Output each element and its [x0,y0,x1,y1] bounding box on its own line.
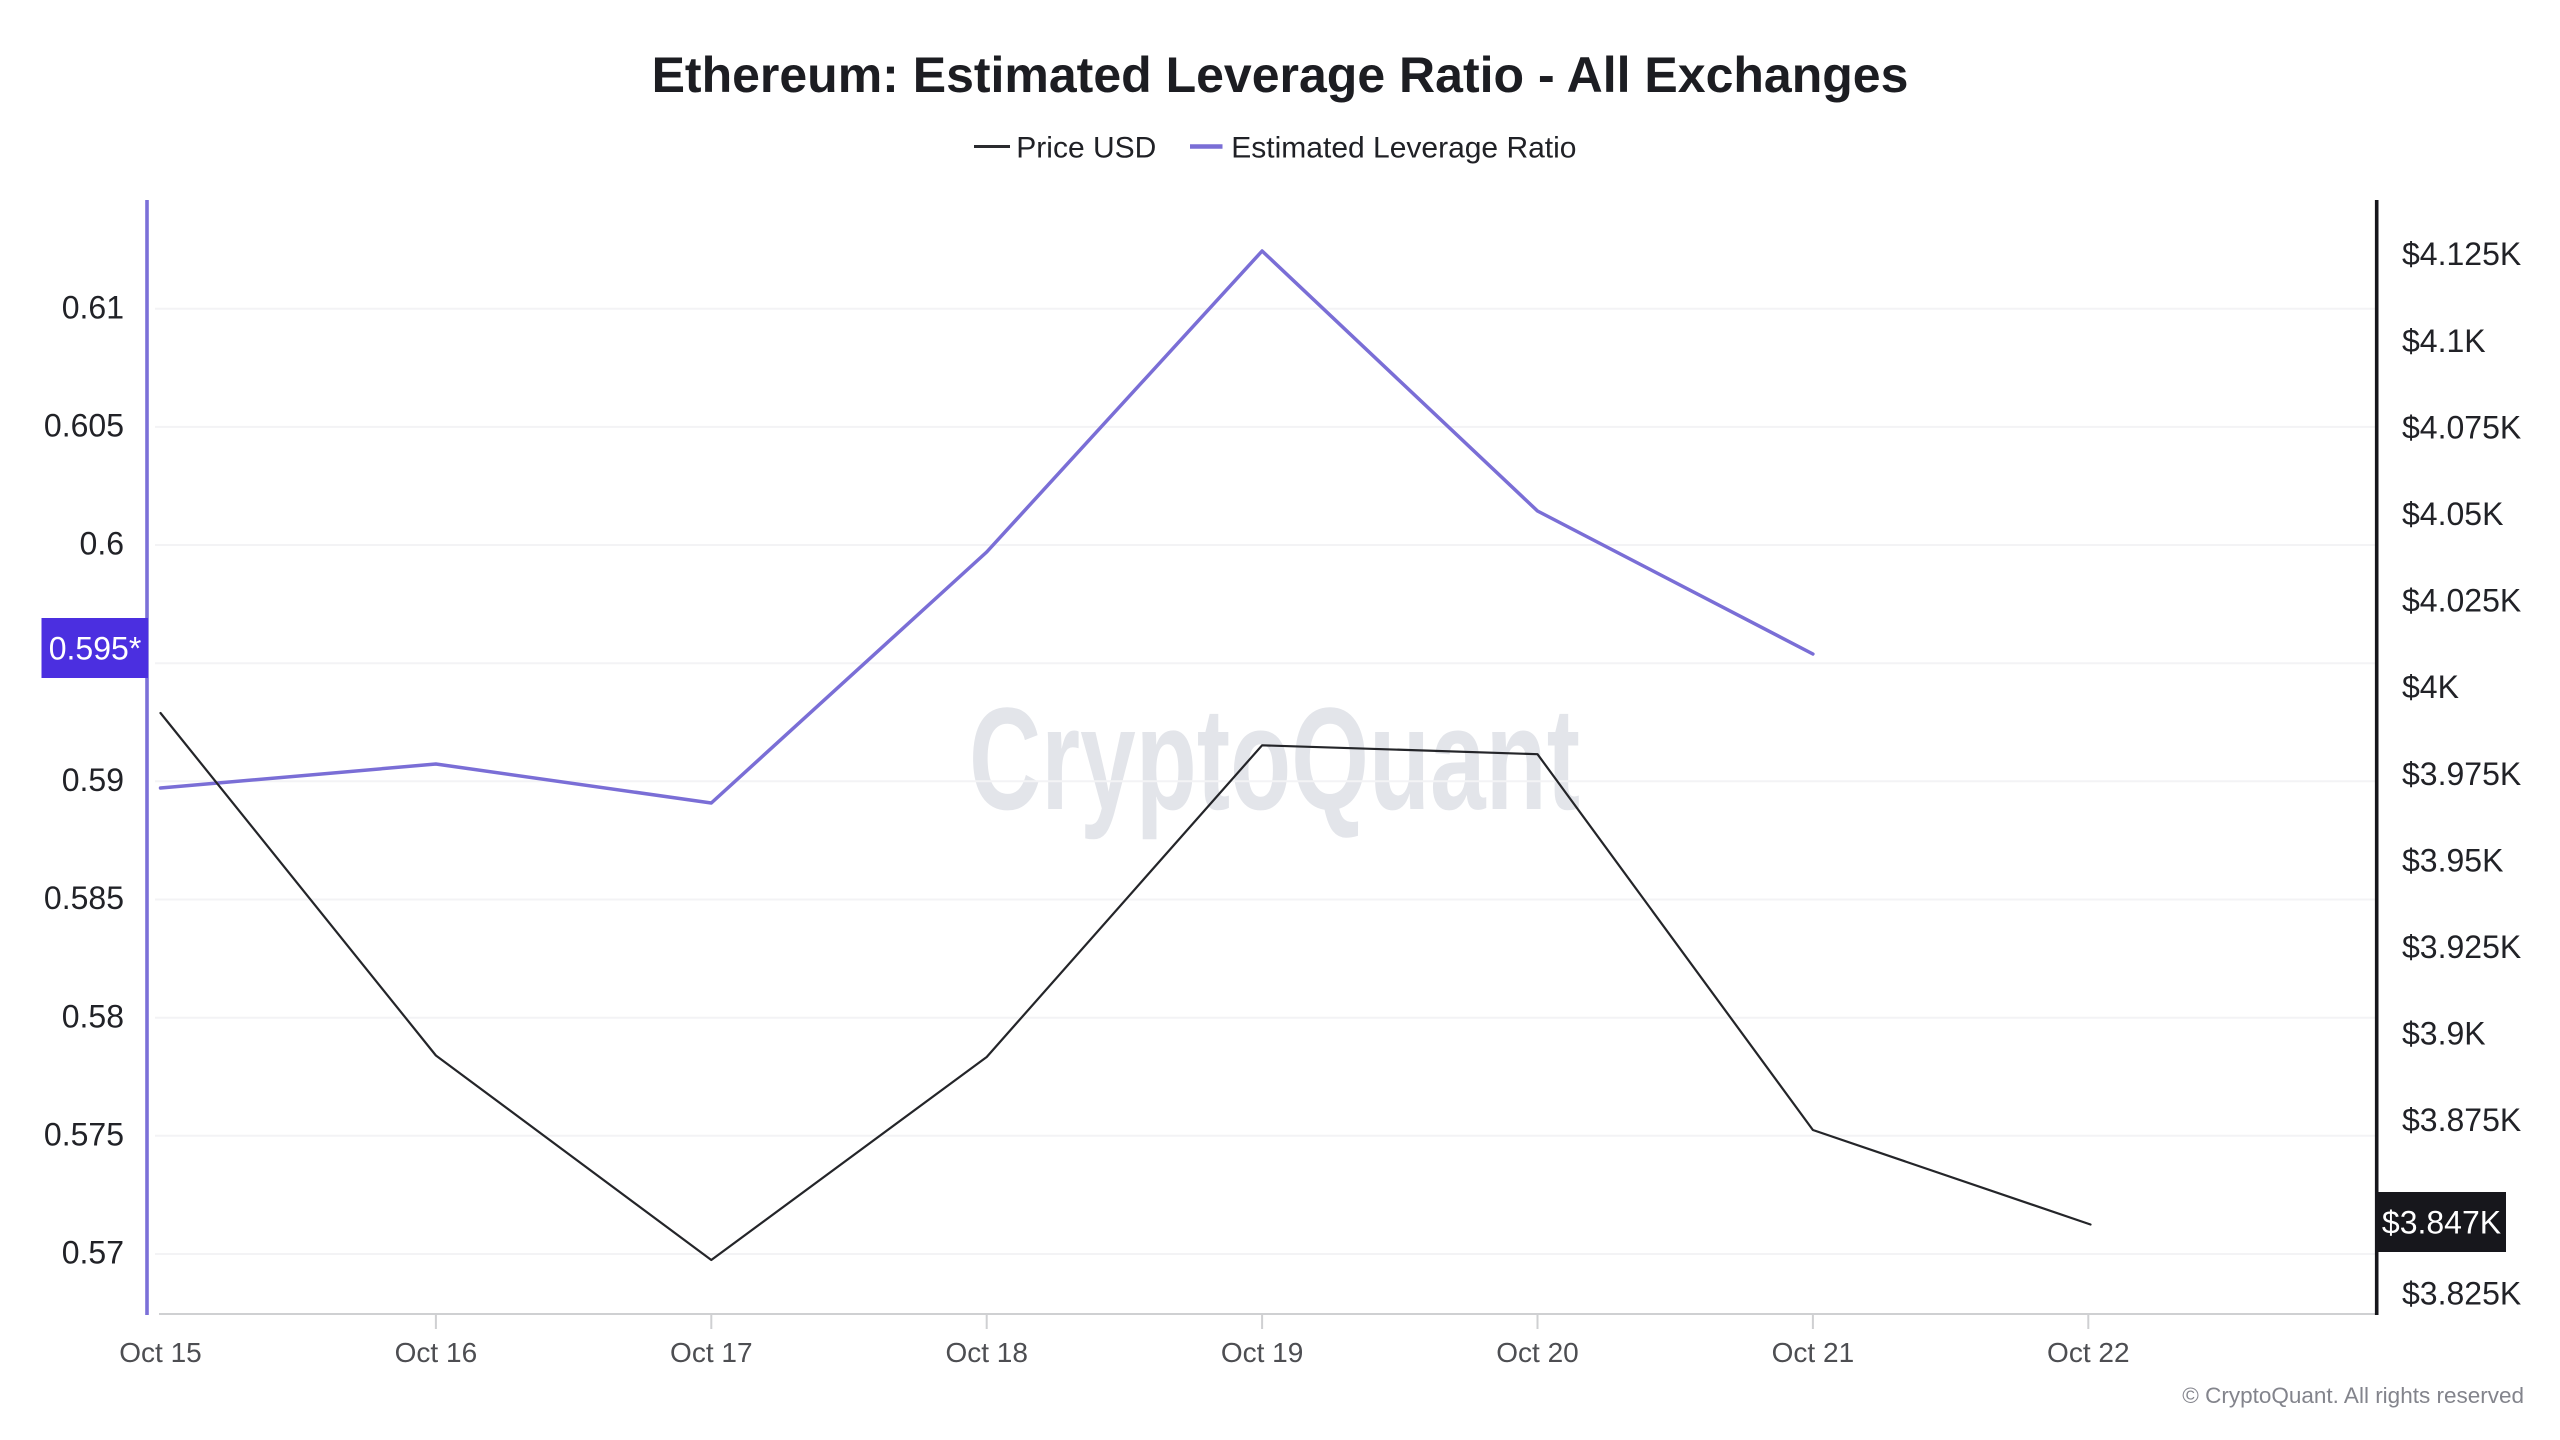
svg-text:Oct 19: Oct 19 [1221,1337,1303,1368]
svg-text:$3.825K: $3.825K [2402,1275,2521,1311]
svg-text:$4.125K: $4.125K [2402,236,2521,272]
svg-text:0.595*: 0.595* [49,631,142,667]
svg-text:$4.075K: $4.075K [2402,409,2521,445]
svg-text:0.57: 0.57 [62,1235,124,1271]
svg-text:Oct 20: Oct 20 [1496,1337,1578,1368]
svg-text:$3.847K: $3.847K [2382,1205,2501,1241]
svg-text:Ethereum: Estimated Leverage R: Ethereum: Estimated Leverage Ratio - All… [652,47,1909,103]
svg-text:$4K: $4K [2402,669,2459,705]
svg-text:Oct 18: Oct 18 [945,1337,1027,1368]
svg-text:Oct 17: Oct 17 [670,1337,752,1368]
svg-text:0.61: 0.61 [62,289,124,325]
svg-text:0.585: 0.585 [44,880,124,916]
svg-text:Oct 22: Oct 22 [2047,1337,2129,1368]
svg-text:$4.05K: $4.05K [2402,496,2503,532]
svg-text:© CryptoQuant. All rights rese: © CryptoQuant. All rights reserved [2182,1383,2524,1408]
svg-text:Oct 16: Oct 16 [395,1337,477,1368]
svg-text:Oct 15: Oct 15 [119,1337,201,1368]
svg-text:$3.9K: $3.9K [2402,1016,2486,1052]
svg-text:$3.95K: $3.95K [2402,842,2503,878]
svg-text:Estimated Leverage Ratio: Estimated Leverage Ratio [1231,131,1576,164]
svg-text:0.58: 0.58 [62,998,124,1034]
svg-text:0.6: 0.6 [80,526,124,562]
svg-text:Oct 21: Oct 21 [1772,1337,1854,1368]
svg-text:$3.875K: $3.875K [2402,1102,2521,1138]
svg-text:0.605: 0.605 [44,408,124,444]
svg-text:0.575: 0.575 [44,1117,124,1153]
svg-text:Price USD: Price USD [1016,131,1156,164]
svg-text:0.59: 0.59 [62,762,124,798]
svg-text:$4.1K: $4.1K [2402,323,2486,359]
svg-text:$3.975K: $3.975K [2402,756,2521,792]
svg-text:$3.925K: $3.925K [2402,929,2521,965]
svg-text:CryptoQuant: CryptoQuant [969,678,1580,840]
svg-text:$4.025K: $4.025K [2402,583,2521,619]
